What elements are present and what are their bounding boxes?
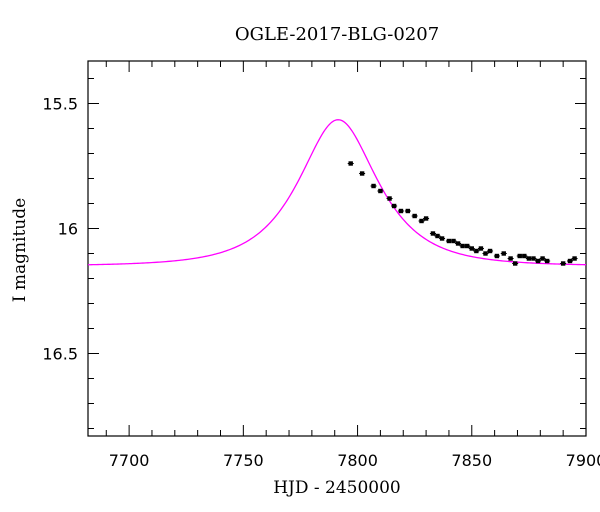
data-point bbox=[487, 248, 494, 254]
data-marker bbox=[412, 213, 417, 219]
data-marker bbox=[474, 248, 479, 254]
data-point bbox=[535, 258, 542, 264]
data-marker bbox=[572, 256, 577, 261]
model-line bbox=[87, 119, 587, 266]
y-tick-label: 16 bbox=[58, 220, 78, 239]
data-point bbox=[571, 256, 578, 261]
data-marker bbox=[531, 256, 536, 261]
x-tick-label: 7750 bbox=[223, 451, 264, 470]
data-point bbox=[482, 251, 489, 256]
data-marker bbox=[359, 171, 365, 176]
data-marker bbox=[446, 238, 452, 244]
data-marker bbox=[439, 236, 445, 241]
axis-ticks bbox=[88, 61, 587, 436]
data-point bbox=[370, 183, 377, 189]
data-point bbox=[464, 243, 471, 249]
chart-title: OGLE-2017-BLG-0207 bbox=[235, 24, 439, 45]
data-marker bbox=[487, 248, 493, 254]
model-curve bbox=[87, 119, 587, 266]
data-point bbox=[423, 216, 430, 221]
data-point bbox=[493, 253, 500, 259]
data-point bbox=[477, 246, 484, 251]
data-point bbox=[418, 218, 425, 224]
data-marker bbox=[391, 203, 397, 209]
x-tick-label: 7850 bbox=[451, 451, 492, 470]
y-tick-label: 16.5 bbox=[42, 345, 78, 364]
data-point bbox=[439, 236, 446, 241]
data-marker bbox=[478, 246, 484, 251]
data-point bbox=[544, 258, 551, 264]
data-point bbox=[347, 161, 354, 166]
data-marker bbox=[460, 243, 465, 249]
data-point bbox=[429, 231, 436, 236]
data-marker bbox=[512, 261, 518, 266]
data-point bbox=[359, 171, 366, 176]
x-tick-label: 7900 bbox=[566, 451, 600, 470]
data-marker bbox=[483, 251, 488, 256]
data-point bbox=[434, 233, 441, 239]
data-point bbox=[450, 238, 457, 244]
data-point bbox=[567, 258, 574, 264]
data-point bbox=[455, 241, 462, 246]
data-point bbox=[391, 203, 398, 209]
data-marker bbox=[455, 241, 461, 246]
data-marker bbox=[378, 188, 383, 194]
data-point bbox=[521, 253, 528, 259]
data-marker bbox=[387, 196, 392, 201]
data-marker bbox=[544, 258, 550, 264]
data-marker bbox=[535, 258, 541, 264]
y-tick-label: 15.5 bbox=[42, 95, 78, 114]
plot-frame bbox=[87, 60, 587, 437]
data-marker bbox=[522, 253, 527, 259]
data-marker bbox=[526, 256, 532, 261]
data-marker bbox=[469, 246, 474, 251]
data-point bbox=[530, 256, 537, 261]
data-marker bbox=[430, 231, 436, 236]
data-points bbox=[347, 161, 578, 266]
data-marker bbox=[419, 218, 424, 224]
data-marker bbox=[348, 161, 353, 166]
data-point bbox=[473, 248, 480, 254]
x-axis-label: HJD - 2450000 bbox=[273, 478, 401, 498]
data-marker bbox=[494, 253, 500, 259]
data-marker bbox=[508, 256, 513, 261]
data-point bbox=[507, 256, 514, 261]
data-marker bbox=[405, 208, 411, 214]
data-marker bbox=[517, 253, 522, 259]
data-marker bbox=[423, 216, 429, 221]
data-point bbox=[560, 261, 567, 266]
data-point bbox=[539, 256, 546, 261]
axis-tick-labels: 7700 7750 7800 7850 7900 15.5 16 16.5 bbox=[42, 95, 600, 471]
data-point bbox=[512, 261, 519, 266]
data-marker bbox=[371, 183, 376, 189]
data-point bbox=[386, 196, 393, 201]
data-marker bbox=[567, 258, 573, 264]
data-point bbox=[377, 188, 384, 194]
data-marker bbox=[435, 233, 440, 239]
data-point bbox=[500, 251, 507, 256]
data-marker bbox=[560, 261, 566, 266]
y-axis-label: I magnitude bbox=[10, 198, 30, 302]
x-tick-label: 7700 bbox=[109, 451, 150, 470]
data-marker bbox=[451, 238, 456, 244]
data-marker bbox=[501, 251, 506, 256]
data-marker bbox=[398, 208, 404, 214]
data-point bbox=[468, 246, 475, 251]
data-marker bbox=[540, 256, 545, 261]
x-tick-label: 7800 bbox=[337, 451, 378, 470]
data-point bbox=[397, 208, 404, 214]
data-marker bbox=[465, 243, 470, 249]
data-point bbox=[404, 208, 411, 214]
data-point bbox=[411, 213, 418, 219]
